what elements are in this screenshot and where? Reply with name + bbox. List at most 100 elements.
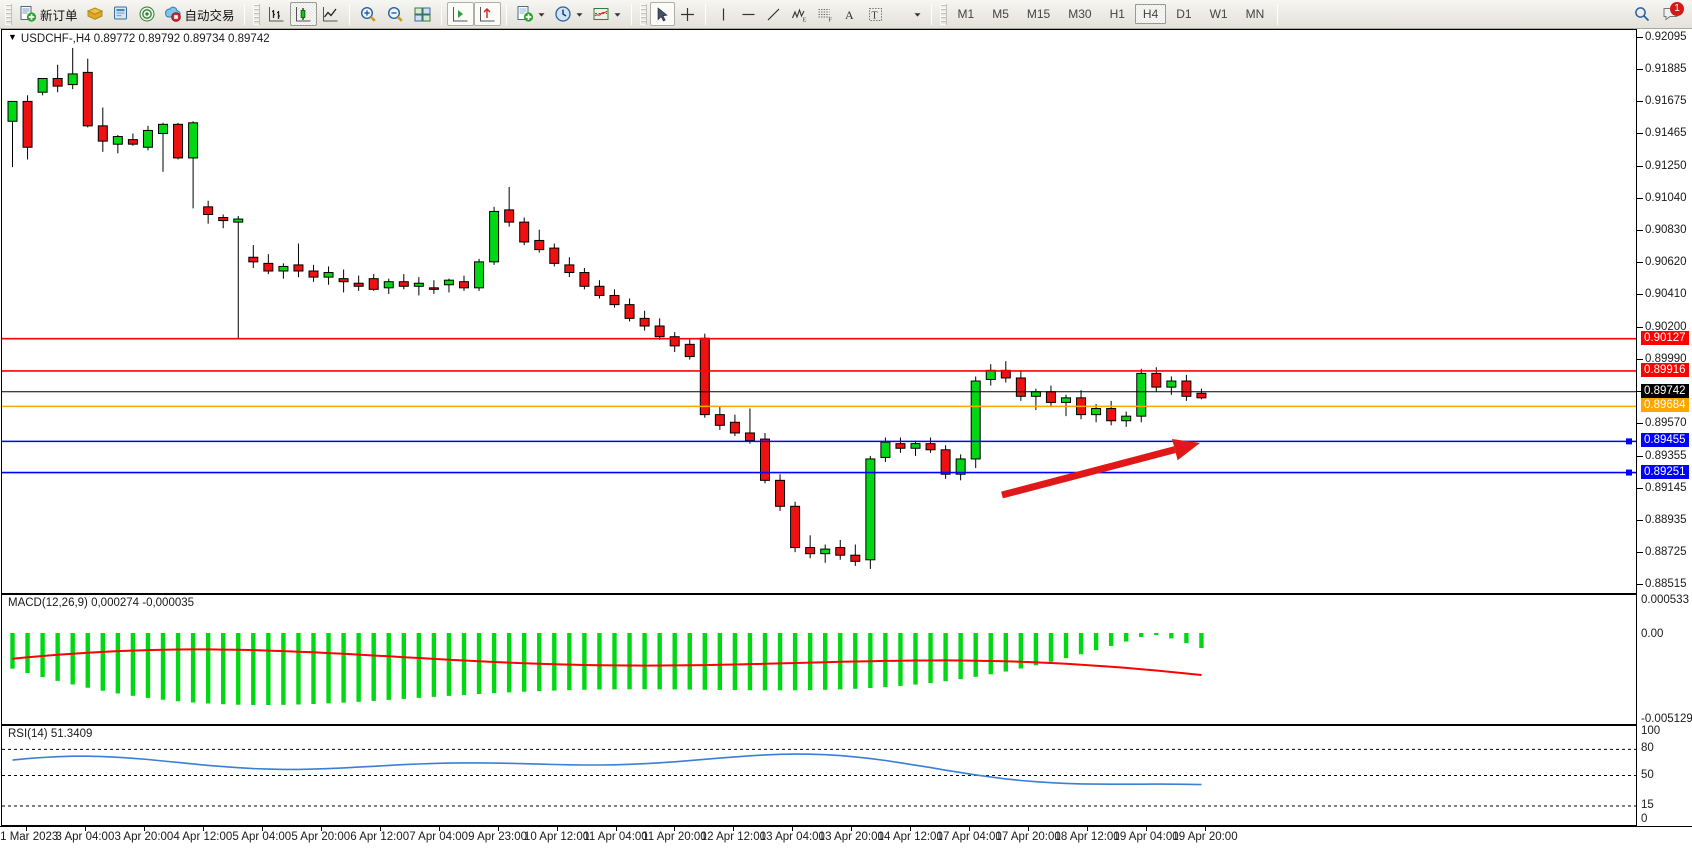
text-label-button[interactable]: T	[863, 2, 888, 26]
macd-bar	[386, 633, 391, 700]
time-axis[interactable]: 31 Mar 2023 3 Apr 04:00 3 Apr 20:00 4 Apr 1…	[0, 826, 1692, 852]
horizontal-line-button[interactable]	[736, 2, 761, 26]
price-tick-label: 0.90830	[1645, 224, 1687, 237]
chart-shift-icon	[451, 5, 470, 24]
toolbar-separator-2	[348, 3, 350, 25]
candle	[790, 501, 801, 553]
zoom-out-button[interactable]	[382, 2, 409, 26]
price-axis[interactable]: 0.92095 0.91885 0.91675 0.91465 0.91250 0.910…	[1637, 29, 1692, 852]
candle	[7, 100, 18, 168]
timeframe-m30[interactable]: M30	[1068, 7, 1092, 21]
toolbar-grip-2[interactable]	[252, 3, 260, 25]
profiles-button[interactable]	[108, 2, 134, 26]
support-1-handle[interactable]	[1626, 438, 1632, 445]
text-icon: A	[842, 6, 858, 23]
elliott-wave-icon: E	[790, 6, 808, 23]
price-label-support[interactable]: 0.89251	[1641, 464, 1689, 479]
period-dropdown-arrow[interactable]	[575, 10, 584, 19]
templates-dropdown-arrow[interactable]	[613, 10, 622, 19]
templates-button[interactable]	[588, 2, 626, 26]
candle	[383, 278, 394, 294]
toolbar-grip-4[interactable]	[939, 3, 947, 25]
zoom-in-button[interactable]	[355, 2, 382, 26]
toolbar-grip-3[interactable]	[639, 3, 647, 25]
time-tick	[969, 827, 971, 831]
price-label-support[interactable]: 0.89455	[1641, 433, 1689, 448]
candle	[1181, 374, 1192, 401]
macd-bar	[943, 633, 948, 682]
price-tick	[1637, 198, 1643, 200]
toolbar-grip[interactable]	[5, 3, 12, 25]
price-tick-label: 0.88515	[1645, 578, 1687, 590]
macd-bar	[582, 633, 587, 690]
crosshair-button[interactable]	[675, 2, 700, 26]
macd-bar	[326, 633, 331, 704]
bar-chart-button[interactable]	[263, 2, 290, 26]
fibonacci-button[interactable]: F	[812, 2, 838, 26]
timeframe-h1[interactable]: H1	[1109, 7, 1125, 21]
macd-bar	[898, 633, 903, 686]
price-tick	[1637, 230, 1643, 232]
cursor-icon	[654, 6, 671, 23]
shapes-dropdown-arrow[interactable]	[913, 10, 922, 19]
rsi-panel[interactable]: RSI(14) 51.3409	[1, 725, 1637, 826]
macd-bar	[70, 633, 75, 685]
support-2-handle[interactable]	[1626, 469, 1632, 476]
price-label-current-price[interactable]: 0.89742	[1641, 383, 1689, 398]
timeframe-h4[interactable]: H4	[1134, 4, 1167, 24]
price-label-pivot[interactable]: 0.89684	[1641, 398, 1689, 413]
history-button[interactable]	[82, 2, 108, 26]
timeframe-d1[interactable]: D1	[1176, 7, 1192, 21]
text-button[interactable]: A	[838, 2, 863, 26]
price-label-resistance[interactable]: 0.90127	[1641, 330, 1689, 345]
macd-bar	[251, 633, 256, 705]
new-order-button[interactable]: 新订单	[15, 2, 82, 26]
chart-menu-caret[interactable]: ▼	[8, 32, 17, 42]
zoom-in-icon	[359, 5, 378, 24]
candle	[203, 200, 214, 224]
timeframe-w1[interactable]: W1	[1209, 7, 1228, 21]
indicators-button[interactable]	[512, 2, 550, 26]
time-tick-label: 17 Apr 20:00	[995, 831, 1061, 843]
macd-panel[interactable]: MACD(12,26,9) 0,000274 -0,000035	[1, 594, 1637, 725]
timeframe-m15[interactable]: M15	[1026, 7, 1051, 21]
time-tick	[438, 827, 440, 831]
macd-bar	[567, 633, 572, 691]
elliott-wave-button[interactable]: E	[786, 2, 812, 26]
candlestick-chart-button[interactable]	[289, 2, 317, 26]
shapes-button[interactable]	[888, 2, 926, 26]
price-label-resistance[interactable]: 0.89916	[1641, 362, 1689, 377]
toolbar-separator-5	[630, 3, 632, 25]
timeframe-m5[interactable]: M5	[992, 7, 1009, 21]
symbol-header-text: USDCHF-,H4 0.89772 0.89792 0.89734 0.897…	[20, 33, 270, 45]
price-tick-label: 0.89355	[1645, 449, 1687, 462]
indicators-dropdown-arrow[interactable]	[537, 10, 546, 19]
chart-shift-button[interactable]	[446, 2, 474, 26]
line-chart-button[interactable]	[317, 2, 344, 26]
price-tick	[1637, 101, 1643, 103]
period-button[interactable]	[550, 2, 588, 26]
macd-bar	[807, 633, 813, 691]
auto-scroll-button[interactable]	[473, 2, 501, 26]
auto-trading-button[interactable]: 自动交易	[160, 2, 239, 26]
price-panel[interactable]: ▼ USDCHF-,H4 0.89772 0.89792 0.89734 0.89…	[1, 29, 1637, 594]
macd-bar	[311, 633, 316, 705]
time-tick-label: 6 Apr 12:00	[350, 831, 410, 843]
candle	[805, 535, 816, 559]
candle	[353, 275, 364, 291]
cursor-button[interactable]	[649, 2, 675, 26]
vertical-line-button[interactable]	[711, 2, 736, 26]
timeframe-m1[interactable]: M1	[957, 7, 975, 21]
market-watch-button[interactable]	[134, 2, 160, 26]
uptrend-arrow[interactable]	[1001, 438, 1200, 499]
tile-windows-button[interactable]	[409, 2, 436, 26]
alerts-icon[interactable]: 1	[1662, 2, 1684, 23]
search-icon[interactable]	[1633, 5, 1651, 23]
macd-tick-label: 0.00	[1641, 628, 1664, 640]
timeframe-mn[interactable]: MN	[1245, 7, 1265, 21]
price-tick	[1637, 519, 1643, 521]
macd-bar	[266, 633, 271, 705]
trendline-button[interactable]	[761, 2, 786, 26]
time-tick-label: 13 Apr 04:00	[759, 831, 825, 843]
rsi-tick-label: 15	[1641, 798, 1654, 811]
